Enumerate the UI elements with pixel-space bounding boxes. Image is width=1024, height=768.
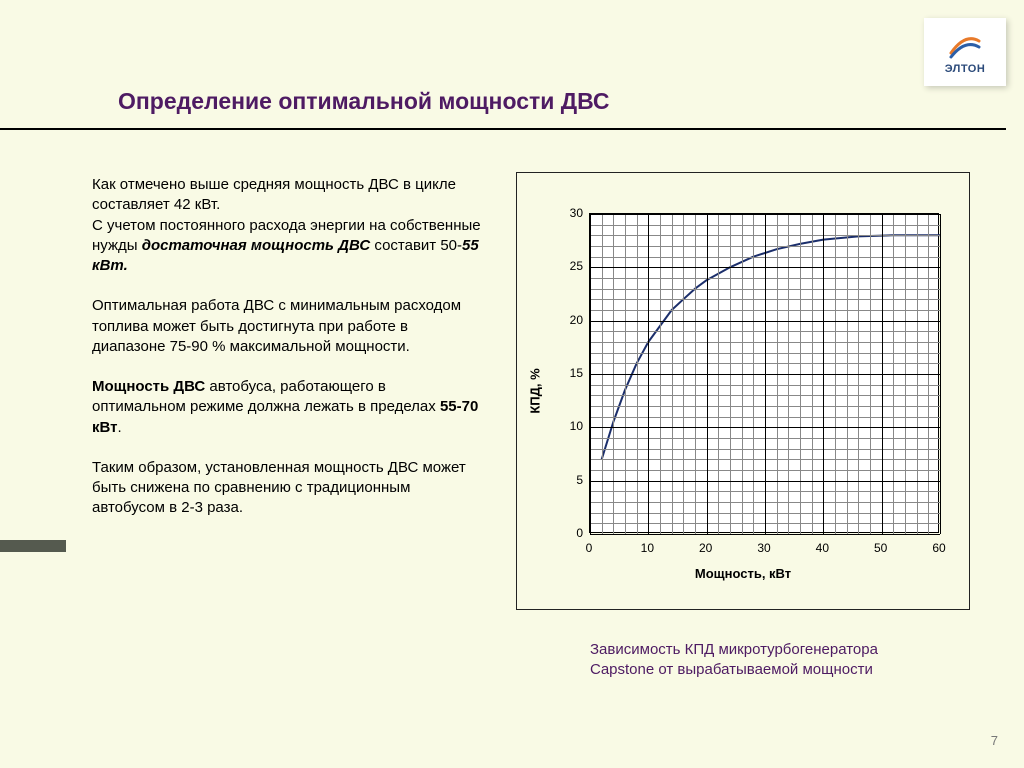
body-text: Как отмечено выше средняя мощность ДВС в… — [92, 175, 482, 539]
efficiency-chart: КПД, % Мощность, кВт 0 10 20 30 40 50 60 0 5 10 15… — [516, 172, 970, 610]
x-tick-label: 20 — [699, 541, 712, 555]
x-tick-label: 40 — [816, 541, 829, 555]
y-tick-label: 15 — [553, 366, 583, 380]
y-axis-title: КПД, % — [528, 368, 543, 413]
p1-bold: достаточная мощность ДВС — [142, 237, 371, 254]
chart-caption: Зависимость КПД микротурбогенератора Cap… — [590, 640, 930, 679]
x-tick-label: 10 — [641, 541, 654, 555]
y-tick-label: 10 — [553, 419, 583, 433]
logo-text: ЭЛТОН — [945, 63, 986, 75]
x-tick-label: 30 — [757, 541, 770, 555]
logo-swirl-icon — [945, 35, 985, 59]
title-underline — [0, 128, 1006, 130]
paragraph-2: Оптимальная работа ДВС с минимальным рас… — [92, 296, 482, 357]
plot-area — [589, 213, 939, 533]
x-tick-label: 60 — [932, 541, 945, 555]
p1-tail: составит 50- — [370, 237, 462, 254]
paragraph-4: Таким образом, установленная мощность ДВ… — [92, 458, 482, 519]
paragraph-1: Как отмечено выше средняя мощность ДВС в… — [92, 175, 482, 276]
logo: ЭЛТОН — [924, 18, 1006, 86]
p1-line1: Как отмечено выше средняя мощность ДВС в… — [92, 176, 456, 213]
page-number: 7 — [991, 733, 998, 748]
x-axis-title: Мощность, кВт — [695, 566, 791, 581]
x-tick-label: 50 — [874, 541, 887, 555]
p3-tail: . — [118, 419, 122, 436]
page-title: Определение оптимальной мощности ДВС — [118, 88, 610, 115]
y-tick-label: 30 — [553, 206, 583, 220]
side-accent-bar — [0, 540, 66, 552]
y-tick-label: 25 — [553, 259, 583, 273]
x-tick-label: 0 — [586, 541, 593, 555]
p3-bold1: Мощность ДВС — [92, 378, 205, 395]
paragraph-3: Мощность ДВС автобуса, работающего в опт… — [92, 377, 482, 438]
y-tick-label: 0 — [553, 526, 583, 540]
y-tick-label: 20 — [553, 313, 583, 327]
y-tick-label: 5 — [553, 473, 583, 487]
